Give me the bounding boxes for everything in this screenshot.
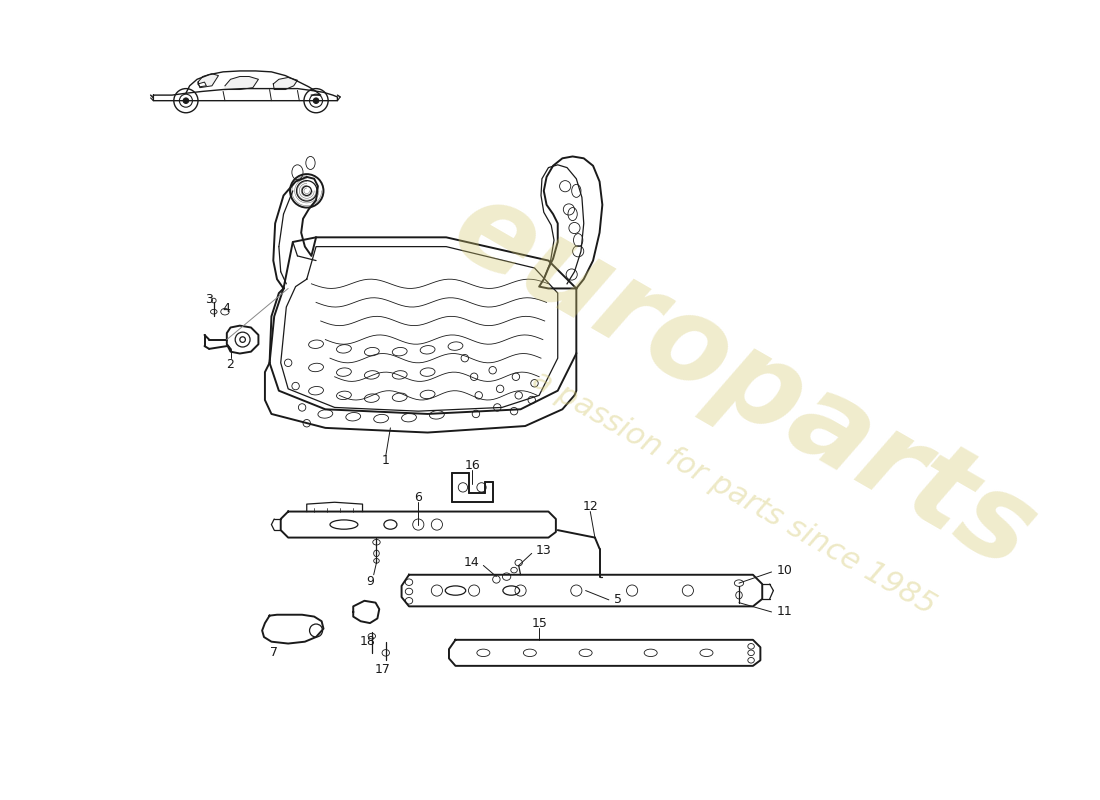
Text: 1: 1 [382, 454, 389, 467]
Text: 16: 16 [464, 458, 480, 471]
Text: 13: 13 [536, 544, 551, 557]
Text: europarts: europarts [432, 169, 1055, 594]
Text: 6: 6 [415, 491, 422, 504]
Text: 17: 17 [375, 663, 390, 676]
Text: 15: 15 [531, 617, 547, 630]
Text: 7: 7 [271, 646, 278, 659]
Polygon shape [198, 74, 219, 88]
Text: a passion for parts since 1985: a passion for parts since 1985 [528, 365, 942, 621]
Text: 4: 4 [223, 302, 231, 315]
Text: 12: 12 [582, 500, 598, 514]
Text: 14: 14 [464, 556, 480, 569]
Text: 5: 5 [614, 594, 622, 606]
Circle shape [314, 98, 319, 103]
Text: 3: 3 [206, 293, 213, 306]
Polygon shape [198, 82, 207, 86]
Polygon shape [273, 78, 297, 90]
Text: 9: 9 [366, 574, 374, 588]
Text: 10: 10 [777, 564, 792, 577]
Text: 18: 18 [360, 635, 375, 648]
Circle shape [183, 98, 189, 103]
Text: 2: 2 [227, 358, 234, 371]
Polygon shape [226, 77, 258, 90]
Text: 11: 11 [777, 606, 792, 618]
